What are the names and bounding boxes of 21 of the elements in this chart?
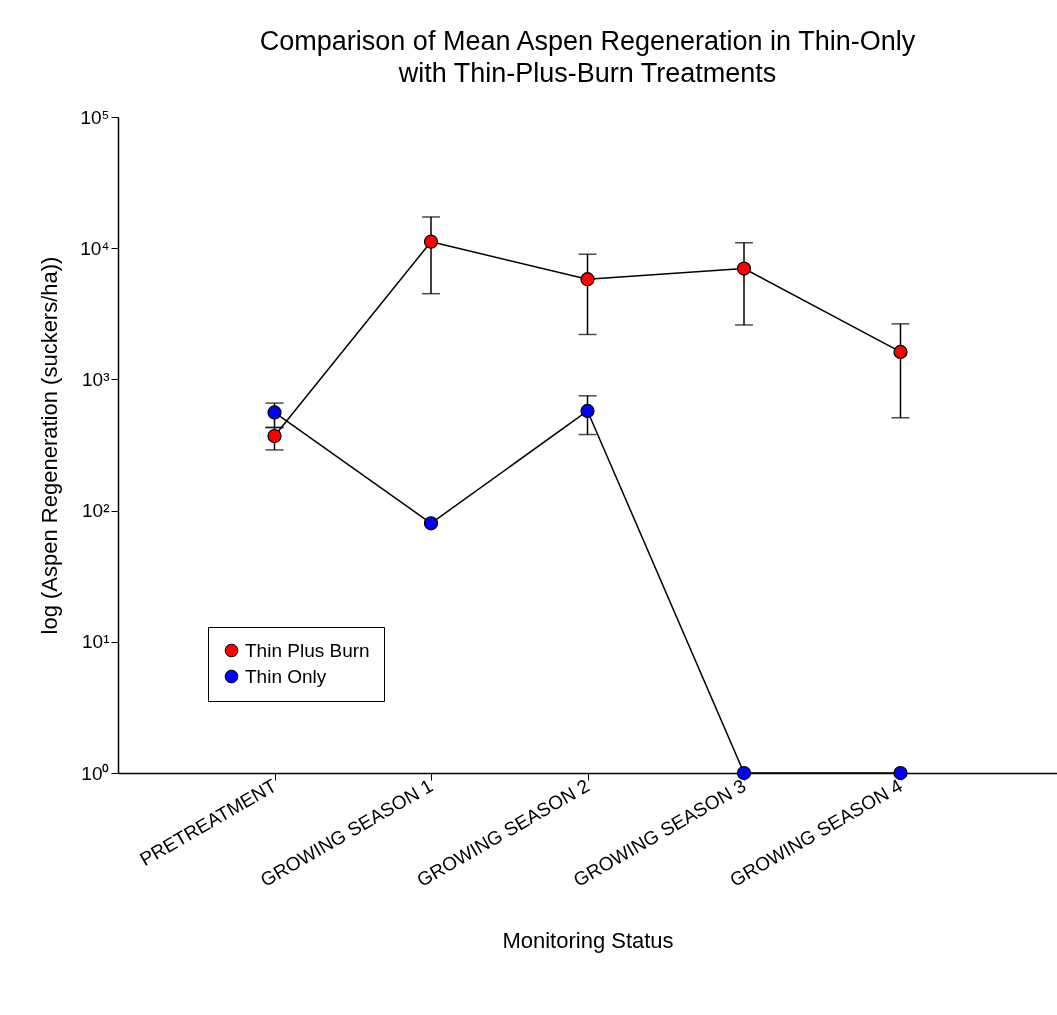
point bbox=[267, 405, 282, 420]
y-tick-label: 10⁴ bbox=[80, 237, 110, 259]
point bbox=[736, 261, 752, 276]
point bbox=[580, 403, 595, 419]
y-tick-label: 10¹ bbox=[82, 631, 110, 653]
y-tick-label: 10⁵ bbox=[80, 106, 110, 128]
point bbox=[423, 516, 439, 531]
point bbox=[736, 765, 752, 781]
point bbox=[423, 234, 439, 249]
legend-label: Thin Plus Burn bbox=[245, 639, 370, 661]
y-axis-title: log (Aspen Regeneration (suckers/ha)) bbox=[37, 256, 63, 635]
y-tick-label: 10² bbox=[82, 500, 110, 522]
legend-label: Thin Only bbox=[245, 665, 327, 687]
chart-title: Comparison of Mean Aspen Regeneration in Thin-Only with Thin-Plus-Burn Treatments bbox=[259, 26, 916, 88]
point bbox=[893, 344, 908, 360]
point bbox=[580, 272, 595, 287]
y-tick-label: 10⁰ bbox=[81, 762, 110, 784]
y-tick-label: 10³ bbox=[82, 368, 110, 390]
x-axis-title: Monitoring Status bbox=[502, 927, 674, 953]
point bbox=[267, 428, 282, 444]
point bbox=[893, 765, 908, 781]
